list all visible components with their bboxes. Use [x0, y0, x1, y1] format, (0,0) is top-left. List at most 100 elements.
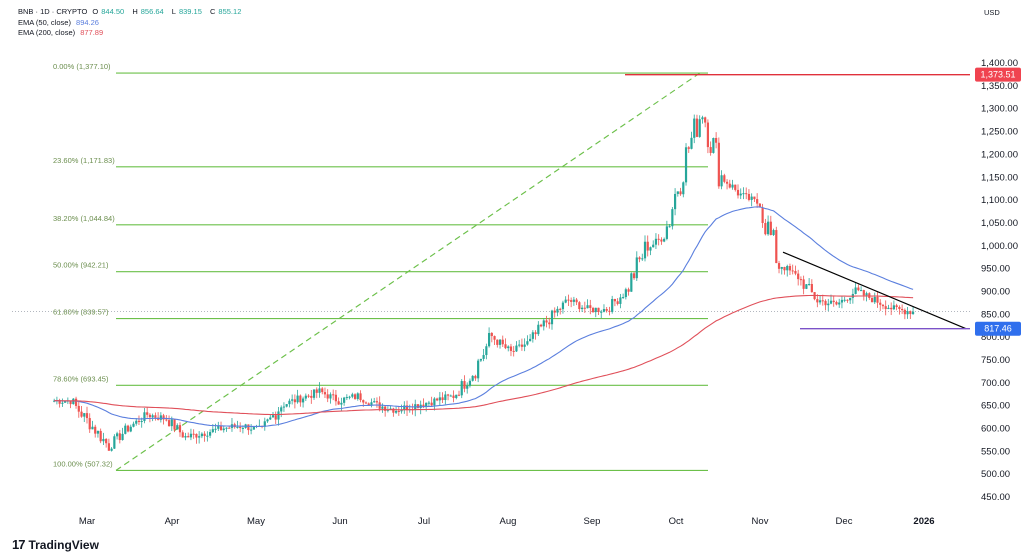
candle-body: [881, 304, 885, 307]
candle-body: [217, 425, 220, 429]
candle-body: [176, 425, 179, 430]
tradingview-logo[interactable]: 17 TradingView: [12, 537, 99, 552]
x-tick-label: Dec: [836, 516, 853, 527]
ohlc-high: H 856.64: [132, 7, 164, 16]
candle-body: [137, 420, 141, 423]
candle-body: [91, 426, 94, 430]
candle-body: [296, 395, 299, 403]
candle-body: [663, 238, 666, 242]
candle-body: [578, 302, 581, 310]
candle-body: [329, 394, 332, 399]
candle-body: [389, 408, 392, 410]
candle-body: [438, 397, 441, 401]
y-tick-label: 650.00: [981, 401, 1010, 412]
ema200-label: EMA (200, close): [18, 28, 76, 37]
candle-body: [777, 263, 781, 269]
candle-body: [597, 307, 600, 312]
candle-body: [348, 396, 351, 398]
candle-body: [121, 433, 124, 441]
candle-body: [594, 307, 597, 313]
candle-body: [786, 265, 789, 271]
candle-body: [498, 339, 502, 345]
candle-body: [343, 397, 346, 403]
candle-body: [247, 424, 250, 431]
ema50-legend[interactable]: EMA (50, close) 894.26: [18, 18, 102, 27]
y-tick-label: 750.00: [981, 355, 1010, 366]
candle-body: [507, 346, 510, 349]
candle-body: [167, 420, 171, 427]
candle-body: [307, 395, 310, 397]
candle-body: [110, 448, 113, 451]
candle-body: [553, 310, 556, 313]
candle-body: [403, 405, 406, 411]
candle-body: [356, 393, 359, 399]
candle-body: [690, 137, 693, 149]
candle-body: [616, 301, 619, 304]
candle-body: [64, 401, 67, 403]
candle-body: [704, 117, 707, 123]
candle-body: [884, 306, 887, 310]
candle-body: [83, 413, 86, 417]
candle-body: [827, 303, 830, 306]
candle-body: [808, 284, 811, 286]
candle-body: [526, 341, 529, 345]
candle-body: [148, 414, 152, 418]
candle-body: [832, 300, 835, 303]
candle-body: [200, 433, 203, 437]
candle-body: [865, 293, 868, 296]
candle-body: [605, 309, 608, 311]
candle-body: [802, 279, 805, 289]
candle-body: [684, 147, 688, 183]
candle-body: [293, 399, 296, 403]
candle-body: [671, 209, 674, 227]
candle-body: [353, 394, 357, 399]
x-tick-label: Mar: [79, 516, 95, 527]
candle-body: [649, 247, 652, 251]
fib-level-label: 100.00% (507.32): [53, 459, 113, 468]
candle-body: [873, 296, 876, 303]
fib-level-label: 23.60% (1,171.83): [53, 156, 115, 165]
candle-body: [859, 290, 863, 292]
candle-body: [534, 332, 537, 335]
candle-body: [487, 332, 491, 347]
candle-body: [61, 402, 64, 404]
candle-body: [427, 402, 431, 404]
candle-body: [170, 419, 173, 427]
candle-body: [583, 307, 586, 309]
candle-body: [58, 400, 61, 404]
candle-body: [761, 207, 764, 223]
candle-body: [624, 289, 627, 298]
candle-body: [340, 402, 343, 405]
candle-body: [701, 117, 704, 120]
candle-body: [351, 394, 354, 397]
candle-body: [241, 427, 245, 429]
price-tag-label: 817.46: [984, 324, 1012, 334]
candle-body: [146, 412, 149, 415]
candle-body: [74, 398, 78, 406]
candle-body: [463, 381, 466, 389]
candle-body: [556, 308, 559, 313]
candle-body: [589, 305, 592, 308]
y-tick-label: 1,300.00: [981, 104, 1018, 115]
y-tick-label: 1,350.00: [981, 81, 1018, 92]
candle-body: [285, 404, 288, 407]
y-tick-label: 900.00: [981, 286, 1010, 297]
candle-body: [523, 344, 526, 347]
candle-body: [479, 358, 482, 361]
candle-body: [772, 230, 775, 235]
y-tick-label: 550.00: [981, 446, 1010, 457]
candle-body: [608, 310, 611, 312]
candle-body: [310, 395, 313, 398]
candle-body: [225, 427, 228, 429]
candle-body: [115, 433, 119, 437]
candle-body: [580, 307, 584, 310]
ema200-legend[interactable]: EMA (200, close) 877.89: [18, 28, 106, 37]
candle-body: [909, 311, 912, 315]
candle-body: [512, 350, 515, 352]
candle-body: [731, 184, 734, 188]
currency-label[interactable]: USD: [984, 8, 1000, 17]
candle-body: [654, 238, 658, 245]
x-tick-label: Oct: [669, 516, 684, 527]
